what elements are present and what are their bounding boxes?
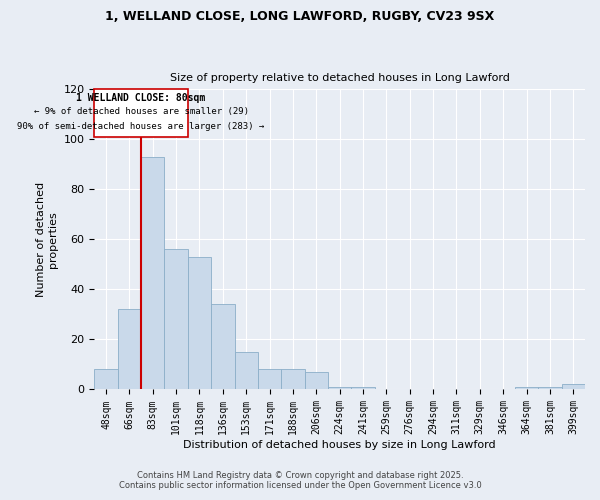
Text: 90% of semi-detached houses are larger (283) →: 90% of semi-detached houses are larger (…: [17, 122, 265, 131]
Bar: [352, 387, 375, 390]
Bar: [188, 257, 211, 390]
Bar: [515, 387, 538, 390]
Bar: [118, 310, 141, 390]
Text: ← 9% of detached houses are smaller (29): ← 9% of detached houses are smaller (29): [34, 107, 248, 116]
Text: 1, WELLAND CLOSE, LONG LAWFORD, RUGBY, CV23 9SX: 1, WELLAND CLOSE, LONG LAWFORD, RUGBY, C…: [106, 10, 494, 23]
Text: 1 WELLAND CLOSE: 80sqm: 1 WELLAND CLOSE: 80sqm: [76, 93, 206, 103]
Bar: [328, 387, 352, 390]
Bar: [141, 157, 164, 390]
Bar: [258, 370, 281, 390]
Bar: [305, 372, 328, 390]
Bar: [211, 304, 235, 390]
FancyBboxPatch shape: [94, 90, 188, 137]
Y-axis label: Number of detached
properties: Number of detached properties: [37, 182, 58, 297]
Text: Contains HM Land Registry data © Crown copyright and database right 2025.
Contai: Contains HM Land Registry data © Crown c…: [119, 470, 481, 490]
X-axis label: Distribution of detached houses by size in Long Lawford: Distribution of detached houses by size …: [184, 440, 496, 450]
Bar: [562, 384, 585, 390]
Bar: [538, 387, 562, 390]
Bar: [164, 250, 188, 390]
Title: Size of property relative to detached houses in Long Lawford: Size of property relative to detached ho…: [170, 73, 509, 83]
Bar: [94, 370, 118, 390]
Bar: [235, 352, 258, 390]
Bar: [281, 370, 305, 390]
